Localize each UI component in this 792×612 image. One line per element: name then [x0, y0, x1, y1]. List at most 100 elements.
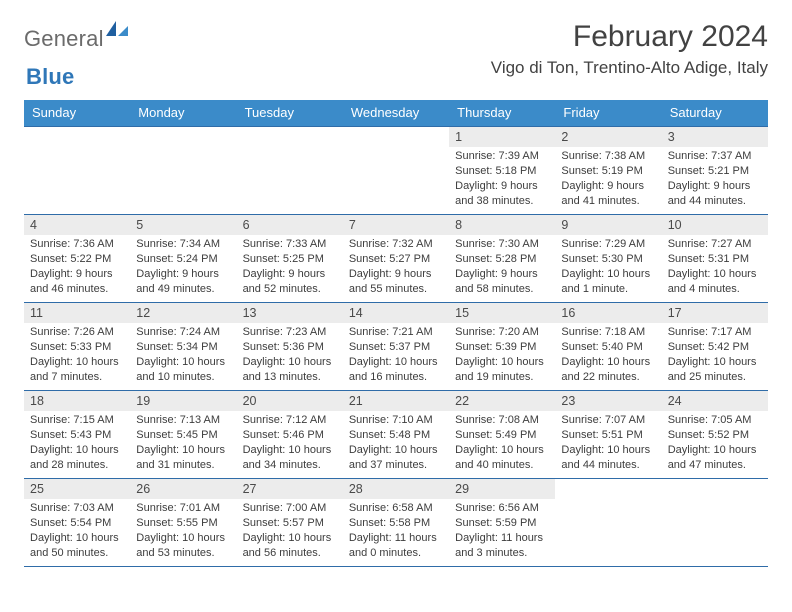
- daylight-text-b: and 3 minutes.: [455, 546, 549, 561]
- daylight-text-b: and 1 minute.: [561, 282, 655, 297]
- cell-body: Sunrise: 7:23 AMSunset: 5:36 PMDaylight:…: [237, 323, 343, 388]
- calendar-cell: [555, 479, 661, 567]
- day-number: 8: [449, 215, 555, 235]
- calendar-cell: 3Sunrise: 7:37 AMSunset: 5:21 PMDaylight…: [662, 127, 768, 215]
- day-number: 4: [24, 215, 130, 235]
- calendar-cell: [130, 127, 236, 215]
- daylight-text-b: and 47 minutes.: [668, 458, 762, 473]
- daylight-text-b: and 52 minutes.: [243, 282, 337, 297]
- cell-body: Sunrise: 7:00 AMSunset: 5:57 PMDaylight:…: [237, 499, 343, 564]
- sunrise-text: Sunrise: 6:58 AM: [349, 501, 443, 516]
- daylight-text-a: Daylight: 10 hours: [349, 355, 443, 370]
- sunrise-text: Sunrise: 7:15 AM: [30, 413, 124, 428]
- cell-body: Sunrise: 7:08 AMSunset: 5:49 PMDaylight:…: [449, 411, 555, 476]
- cell-body: Sunrise: 7:20 AMSunset: 5:39 PMDaylight:…: [449, 323, 555, 388]
- sunset-text: Sunset: 5:58 PM: [349, 516, 443, 531]
- daylight-text-b: and 31 minutes.: [136, 458, 230, 473]
- daynum-row: 12: [130, 303, 236, 323]
- daylight-text-b: and 7 minutes.: [30, 370, 124, 385]
- daylight-text-a: Daylight: 9 hours: [349, 267, 443, 282]
- day-number: 12: [130, 303, 236, 323]
- weekday-header: Thursday: [449, 100, 555, 127]
- calendar-cell: [662, 479, 768, 567]
- daylight-text-a: Daylight: 10 hours: [243, 531, 337, 546]
- calendar-cell: 4Sunrise: 7:36 AMSunset: 5:22 PMDaylight…: [24, 215, 130, 303]
- calendar-cell: [343, 127, 449, 215]
- sunset-text: Sunset: 5:18 PM: [455, 164, 549, 179]
- cell-body: Sunrise: 6:58 AMSunset: 5:58 PMDaylight:…: [343, 499, 449, 564]
- cell-body: Sunrise: 7:24 AMSunset: 5:34 PMDaylight:…: [130, 323, 236, 388]
- cell-body: Sunrise: 7:18 AMSunset: 5:40 PMDaylight:…: [555, 323, 661, 388]
- daylight-text-a: Daylight: 10 hours: [243, 443, 337, 458]
- daylight-text-a: Daylight: 10 hours: [668, 355, 762, 370]
- daylight-text-b: and 10 minutes.: [136, 370, 230, 385]
- sunrise-text: Sunrise: 7:13 AM: [136, 413, 230, 428]
- month-title: February 2024: [491, 20, 768, 54]
- daylight-text-a: Daylight: 10 hours: [30, 443, 124, 458]
- cell-body: Sunrise: 7:21 AMSunset: 5:37 PMDaylight:…: [343, 323, 449, 388]
- daylight-text-b: and 34 minutes.: [243, 458, 337, 473]
- sunrise-text: Sunrise: 7:37 AM: [668, 149, 762, 164]
- sunrise-text: Sunrise: 7:17 AM: [668, 325, 762, 340]
- day-number: 9: [555, 215, 661, 235]
- calendar-cell: 6Sunrise: 7:33 AMSunset: 5:25 PMDaylight…: [237, 215, 343, 303]
- calendar-cell: [237, 127, 343, 215]
- daylight-text-b: and 22 minutes.: [561, 370, 655, 385]
- brand-name-a: General: [24, 26, 104, 52]
- page: General February 2024 Vigo di Ton, Trent…: [0, 0, 792, 567]
- calendar-cell: 24Sunrise: 7:05 AMSunset: 5:52 PMDayligh…: [662, 391, 768, 479]
- weekday-header: Tuesday: [237, 100, 343, 127]
- sunset-text: Sunset: 5:43 PM: [30, 428, 124, 443]
- day-number: 14: [343, 303, 449, 323]
- daylight-text-b: and 58 minutes.: [455, 282, 549, 297]
- daylight-text-a: Daylight: 10 hours: [561, 267, 655, 282]
- cell-body: Sunrise: 6:56 AMSunset: 5:59 PMDaylight:…: [449, 499, 555, 564]
- day-number: 20: [237, 391, 343, 411]
- sunset-text: Sunset: 5:51 PM: [561, 428, 655, 443]
- day-number: 28: [343, 479, 449, 499]
- cell-body: Sunrise: 7:36 AMSunset: 5:22 PMDaylight:…: [24, 235, 130, 300]
- daylight-text-a: Daylight: 9 hours: [455, 179, 549, 194]
- sunset-text: Sunset: 5:21 PM: [668, 164, 762, 179]
- sunset-text: Sunset: 5:30 PM: [561, 252, 655, 267]
- day-number: 19: [130, 391, 236, 411]
- daylight-text-a: Daylight: 10 hours: [30, 355, 124, 370]
- day-number: 16: [555, 303, 661, 323]
- calendar-cell: 7Sunrise: 7:32 AMSunset: 5:27 PMDaylight…: [343, 215, 449, 303]
- daylight-text-b: and 38 minutes.: [455, 194, 549, 209]
- day-number: 2: [555, 127, 661, 147]
- calendar-body: 1Sunrise: 7:39 AMSunset: 5:18 PMDaylight…: [24, 127, 768, 567]
- daynum-row: 26: [130, 479, 236, 499]
- daynum-row: 17: [662, 303, 768, 323]
- daylight-text-b: and 44 minutes.: [668, 194, 762, 209]
- sunset-text: Sunset: 5:19 PM: [561, 164, 655, 179]
- location-subtitle: Vigo di Ton, Trentino-Alto Adige, Italy: [491, 58, 768, 78]
- calendar-cell: 22Sunrise: 7:08 AMSunset: 5:49 PMDayligh…: [449, 391, 555, 479]
- calendar-cell: 26Sunrise: 7:01 AMSunset: 5:55 PMDayligh…: [130, 479, 236, 567]
- cell-body: Sunrise: 7:34 AMSunset: 5:24 PMDaylight:…: [130, 235, 236, 300]
- weekday-header: Saturday: [662, 100, 768, 127]
- day-number: 15: [449, 303, 555, 323]
- day-number: 27: [237, 479, 343, 499]
- sunset-text: Sunset: 5:24 PM: [136, 252, 230, 267]
- day-number: 21: [343, 391, 449, 411]
- sunrise-text: Sunrise: 7:38 AM: [561, 149, 655, 164]
- sail-icon: [104, 19, 130, 44]
- daylight-text-a: Daylight: 9 hours: [561, 179, 655, 194]
- cell-body: Sunrise: 7:01 AMSunset: 5:55 PMDaylight:…: [130, 499, 236, 564]
- day-number: 24: [662, 391, 768, 411]
- daynum-row: 27: [237, 479, 343, 499]
- sunrise-text: Sunrise: 7:26 AM: [30, 325, 124, 340]
- cell-body: Sunrise: 7:29 AMSunset: 5:30 PMDaylight:…: [555, 235, 661, 300]
- calendar-week: 11Sunrise: 7:26 AMSunset: 5:33 PMDayligh…: [24, 303, 768, 391]
- daylight-text-a: Daylight: 9 hours: [668, 179, 762, 194]
- sunrise-text: Sunrise: 7:01 AM: [136, 501, 230, 516]
- sunrise-text: Sunrise: 7:33 AM: [243, 237, 337, 252]
- sunset-text: Sunset: 5:46 PM: [243, 428, 337, 443]
- calendar-cell: 21Sunrise: 7:10 AMSunset: 5:48 PMDayligh…: [343, 391, 449, 479]
- sunrise-text: Sunrise: 7:24 AM: [136, 325, 230, 340]
- cell-body: Sunrise: 7:32 AMSunset: 5:27 PMDaylight:…: [343, 235, 449, 300]
- daylight-text-b: and 0 minutes.: [349, 546, 443, 561]
- daynum-row: 18: [24, 391, 130, 411]
- calendar-cell: 10Sunrise: 7:27 AMSunset: 5:31 PMDayligh…: [662, 215, 768, 303]
